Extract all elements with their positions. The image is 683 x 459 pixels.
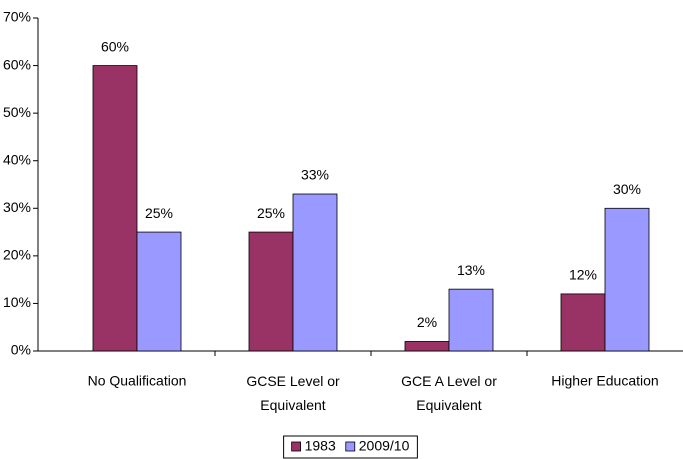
y-tick-label: 60% [3,56,31,72]
data-label: 25% [145,205,173,221]
y-tick-label: 10% [3,294,31,310]
bar [604,207,650,352]
data-label: 30% [613,181,641,197]
y-tick-label: 40% [3,151,31,167]
x-tick-label: GCSE Level or Equivalent [246,373,340,413]
x-tick-label: Higher Education [551,373,658,389]
legend-label: 1983 [305,438,336,454]
legend-swatch [345,441,356,452]
bar [560,293,606,352]
bar [92,65,138,352]
legend: 1983 2009/10 [283,435,418,459]
bar [448,288,494,352]
data-label: 13% [457,262,485,278]
data-label: 12% [569,267,597,283]
bar [248,231,294,352]
y-tick-label: 30% [3,199,31,215]
data-label: 2% [417,314,437,330]
y-tick-label: 20% [3,247,31,263]
bar [292,193,338,352]
x-tick-label: No Qualification [88,373,187,389]
legend-swatch [291,441,302,452]
bar [136,231,182,352]
data-label: 25% [257,205,285,221]
y-tick-label: 0% [11,342,31,358]
x-tick-label: GCE A Level or Equivalent [401,373,497,413]
y-tick-label: 50% [3,104,31,120]
data-label: 33% [301,167,329,183]
y-tick-label: 70% [3,9,31,25]
data-label: 60% [101,38,129,54]
bar [404,341,450,352]
legend-label: 2009/10 [359,438,410,454]
